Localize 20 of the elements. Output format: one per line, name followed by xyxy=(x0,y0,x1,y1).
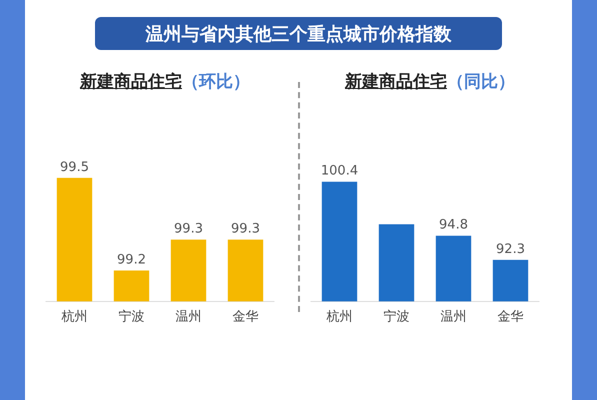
x-tick-label: 温州 xyxy=(176,310,202,325)
chart-title: 新建商品住宅 xyxy=(80,72,182,92)
x-tick-label: 金华 xyxy=(232,310,258,325)
chart-subtitle: （同比） xyxy=(447,72,515,92)
x-tick-label: 杭州 xyxy=(326,310,352,325)
x-tick-label: 宁波 xyxy=(384,308,410,325)
x-tick-label: 温州 xyxy=(440,310,466,325)
x-tick-label: 宁波 xyxy=(118,308,144,325)
text: 温州与省内其他三个重点城市价格指数 xyxy=(146,22,452,46)
data-label: 99.3 xyxy=(174,222,203,237)
chart-subtitle: （环比） xyxy=(182,72,250,92)
chart-title: 新建商品住宅 xyxy=(345,72,447,92)
data-label: 99.5 xyxy=(60,160,89,175)
data-label: 99.2 xyxy=(117,252,146,268)
x-tick-label: 杭州 xyxy=(60,310,88,325)
data-label: 100.4 xyxy=(320,164,358,179)
data-label: 94.8 xyxy=(439,218,468,233)
data-label: 92.3 xyxy=(496,242,525,257)
data-label: 99.3 xyxy=(231,222,260,237)
x-tick-label: 金华 xyxy=(498,310,524,325)
